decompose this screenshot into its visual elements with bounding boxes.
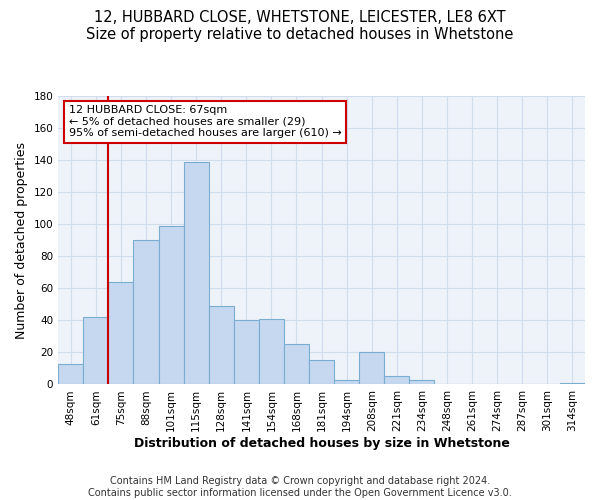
Text: 12 HUBBARD CLOSE: 67sqm
← 5% of detached houses are smaller (29)
95% of semi-det: 12 HUBBARD CLOSE: 67sqm ← 5% of detached…	[69, 105, 341, 138]
X-axis label: Distribution of detached houses by size in Whetstone: Distribution of detached houses by size …	[134, 437, 509, 450]
Bar	[158, 226, 184, 384]
Bar	[309, 360, 334, 384]
Bar	[83, 317, 109, 384]
Bar	[334, 380, 359, 384]
Bar	[234, 320, 259, 384]
Bar	[385, 376, 409, 384]
Bar	[560, 383, 585, 384]
Bar	[359, 352, 385, 384]
Bar	[209, 306, 234, 384]
Bar	[284, 344, 309, 385]
Bar	[259, 319, 284, 384]
Bar	[58, 364, 83, 384]
Bar	[409, 380, 434, 384]
Bar	[184, 162, 209, 384]
Text: 12, HUBBARD CLOSE, WHETSTONE, LEICESTER, LE8 6XT
Size of property relative to de: 12, HUBBARD CLOSE, WHETSTONE, LEICESTER,…	[86, 10, 514, 42]
Bar	[109, 282, 133, 384]
Y-axis label: Number of detached properties: Number of detached properties	[15, 142, 28, 339]
Text: Contains HM Land Registry data © Crown copyright and database right 2024.
Contai: Contains HM Land Registry data © Crown c…	[88, 476, 512, 498]
Bar	[133, 240, 158, 384]
